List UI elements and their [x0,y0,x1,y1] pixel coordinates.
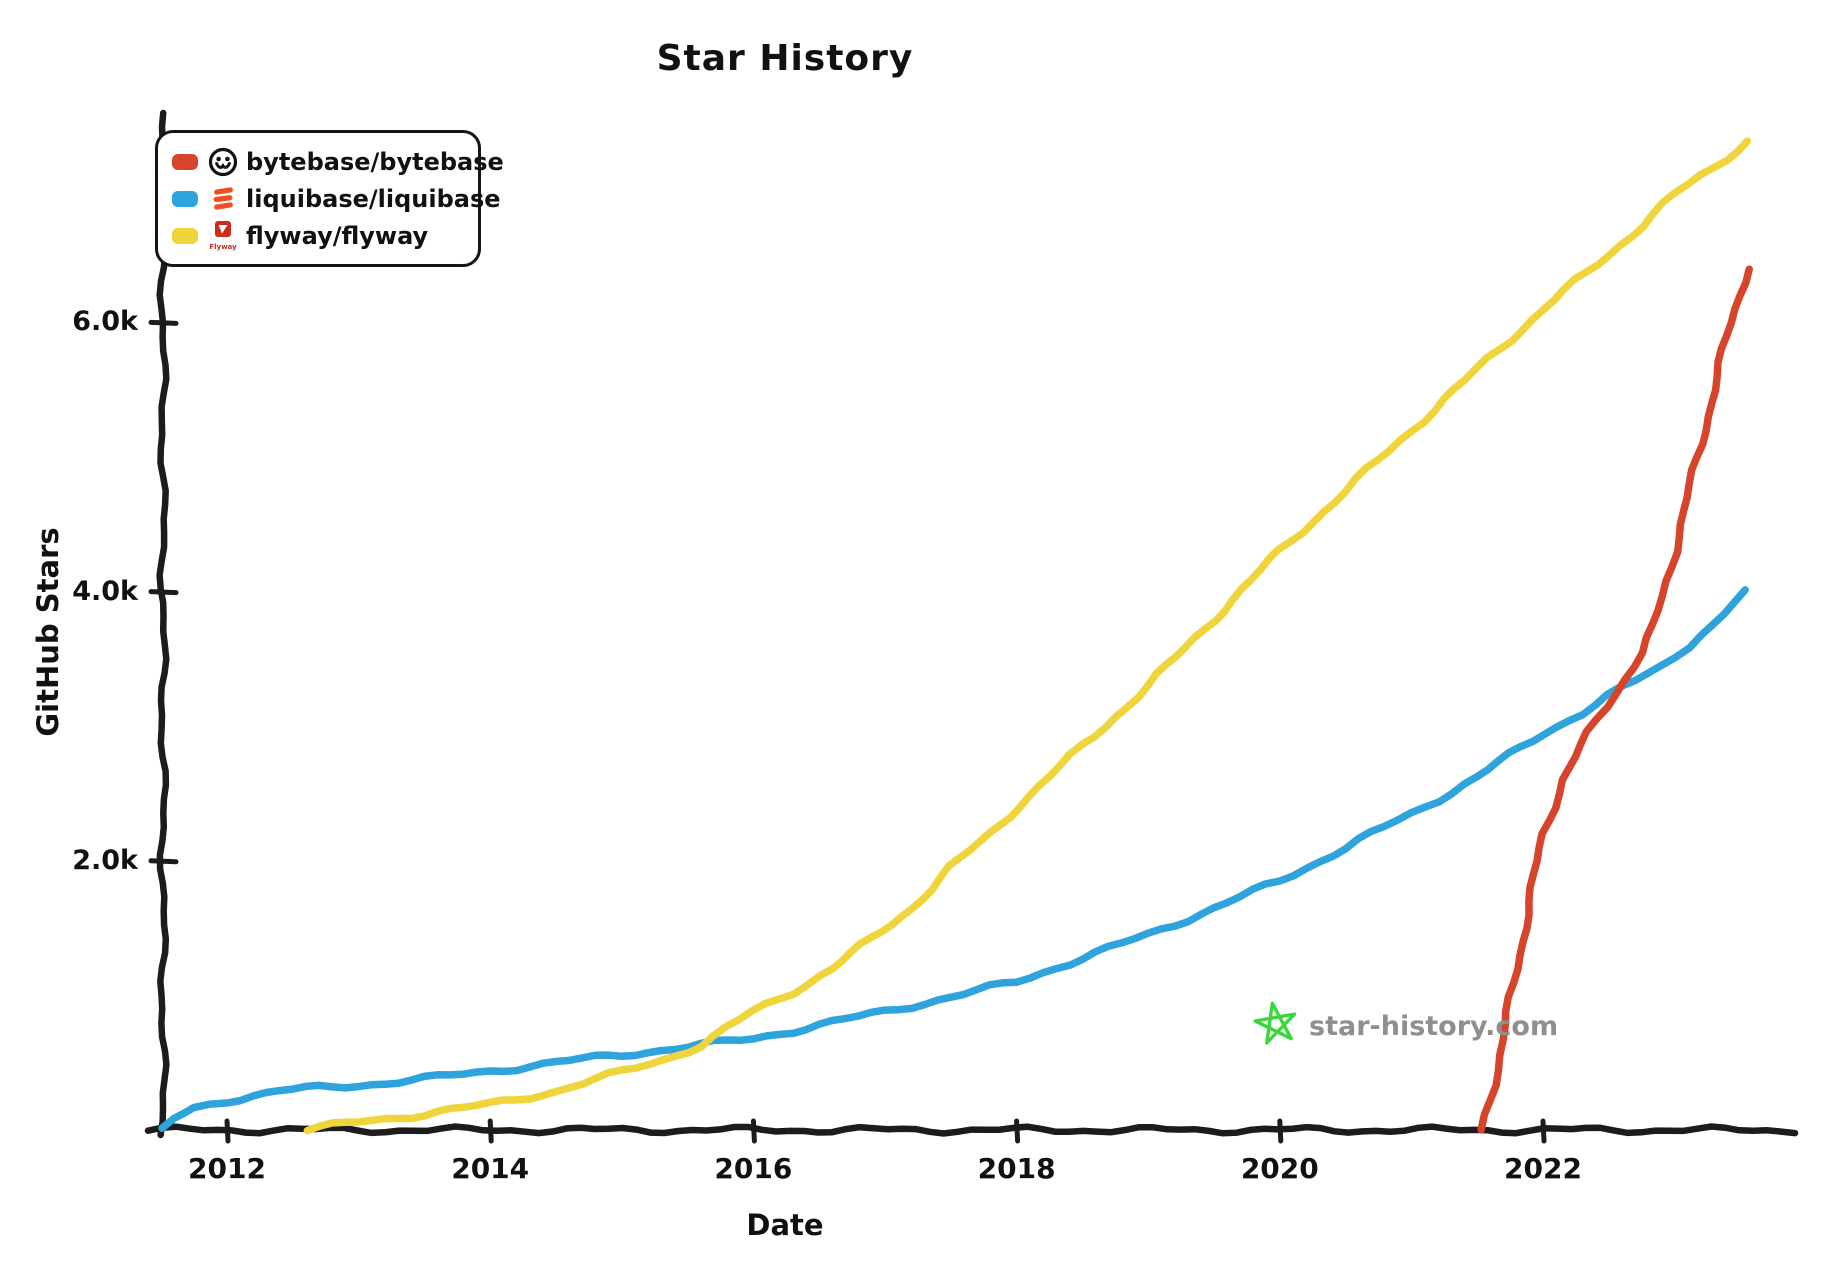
x-tick-label: 2012 [188,1152,266,1185]
y-tick-label: 6.0k [72,306,138,338]
legend-item-bytebase: bytebase/bytebase [172,143,504,180]
legend-label-liquibase: liquibase/liquibase [246,184,501,213]
legend-label-bytebase: bytebase/bytebase [246,147,504,176]
y-tick-label: 4.0k [72,575,138,607]
legend-swatch-bytebase [172,153,198,170]
x-tick [750,1118,757,1144]
x-tick [487,1118,494,1144]
y-tick [148,589,179,596]
legend-swatch-liquibase [172,190,198,207]
bytebase-logo-icon [207,145,239,179]
legend-swatch-flyway [172,227,198,244]
chart-title: Star History [656,38,914,79]
x-tick [1014,1118,1021,1144]
y-tick [148,319,179,326]
watermark-text: star-history.com [1309,1010,1559,1042]
flyway-logo-icon: Flyway [207,219,239,253]
liquibase-logo-icon [207,182,239,216]
x-axis [144,1123,1799,1137]
x-tick [1277,1118,1284,1144]
y-tick [148,858,179,865]
legend: bytebase/bytebase liquibase/liquibase [155,130,504,267]
legend-item-liquibase: liquibase/liquibase [172,180,501,217]
x-axis-title: Date [746,1208,824,1242]
series-line-bytebase-bytebase [1477,265,1753,1134]
x-tick-label: 2014 [451,1152,530,1185]
legend-label-flyway: flyway/flyway [246,221,429,250]
watermark: star-history.com [1252,1000,1558,1052]
x-tick [1540,1118,1547,1144]
x-tick-label: 2020 [1240,1152,1319,1185]
y-axis-title: GitHub Stars [31,527,65,737]
y-tick-label: 2.0k [72,844,138,876]
x-tick [224,1118,231,1144]
svg-text:Flyway: Flyway [209,243,237,251]
y-axis [156,109,170,1139]
x-tick-label: 2016 [714,1152,793,1185]
x-tick-label: 2018 [977,1152,1056,1185]
series-line-liquibase-liquibase [158,586,1749,1132]
legend-item-flyway: Flyway flyway/flyway [172,217,464,254]
doodle-star-icon [1252,1000,1300,1052]
x-tick-label: 2022 [1504,1152,1582,1185]
series-line-flyway-flyway [303,137,1752,1135]
